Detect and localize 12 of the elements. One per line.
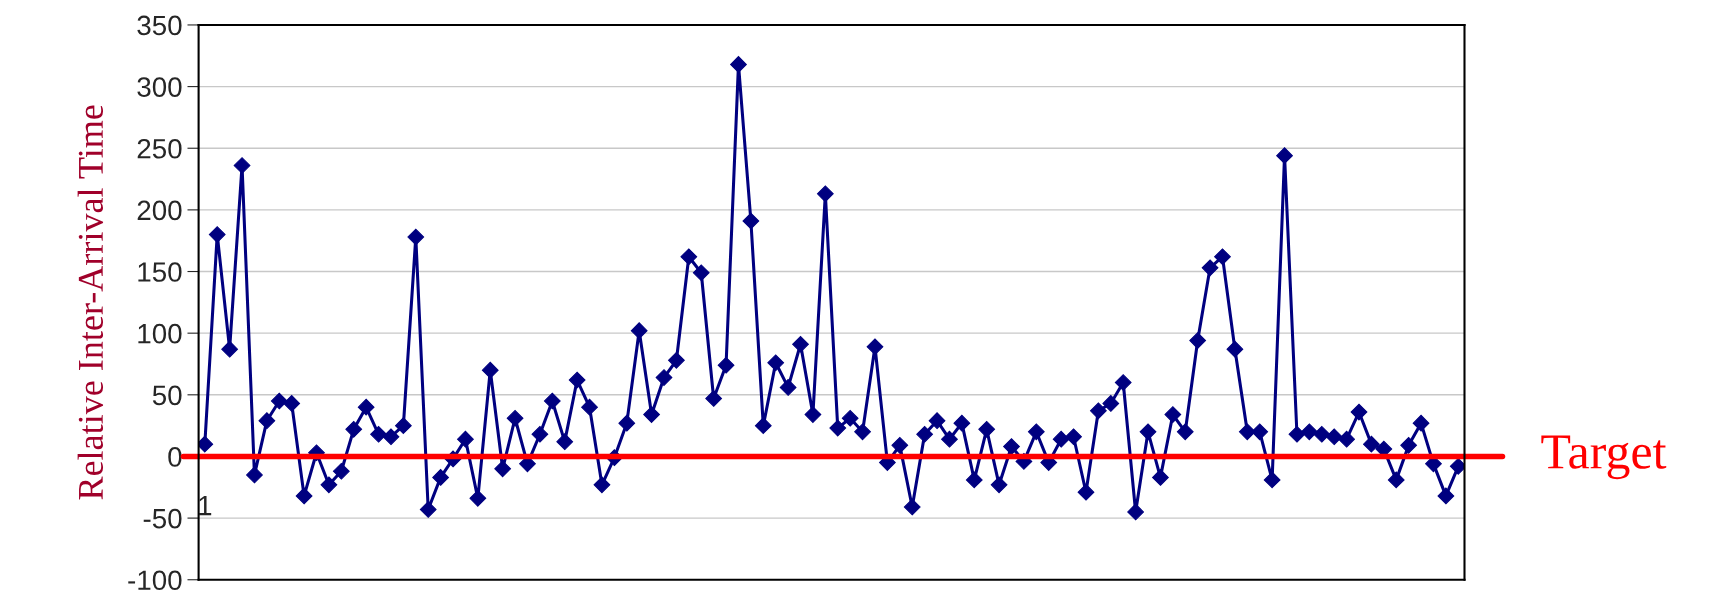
y-tick-label: 200 [137,200,182,221]
ref-line-label: Target [1541,435,1667,480]
y-tick-label: 300 [137,77,182,97]
y-tick-label: -100 [128,570,182,591]
y-tick-label: 250 [137,138,182,159]
y-tick-label: 50 [152,385,182,406]
y-tick-label: -50 [143,508,182,529]
y-axis-title: Relative Inter-Arrival Time [77,105,104,500]
y-tick-label: 0 [168,447,182,467]
y-tick-label: 350 [137,15,182,36]
y-tick-label: 150 [138,262,182,282]
y-tick-label: 100 [138,323,182,344]
